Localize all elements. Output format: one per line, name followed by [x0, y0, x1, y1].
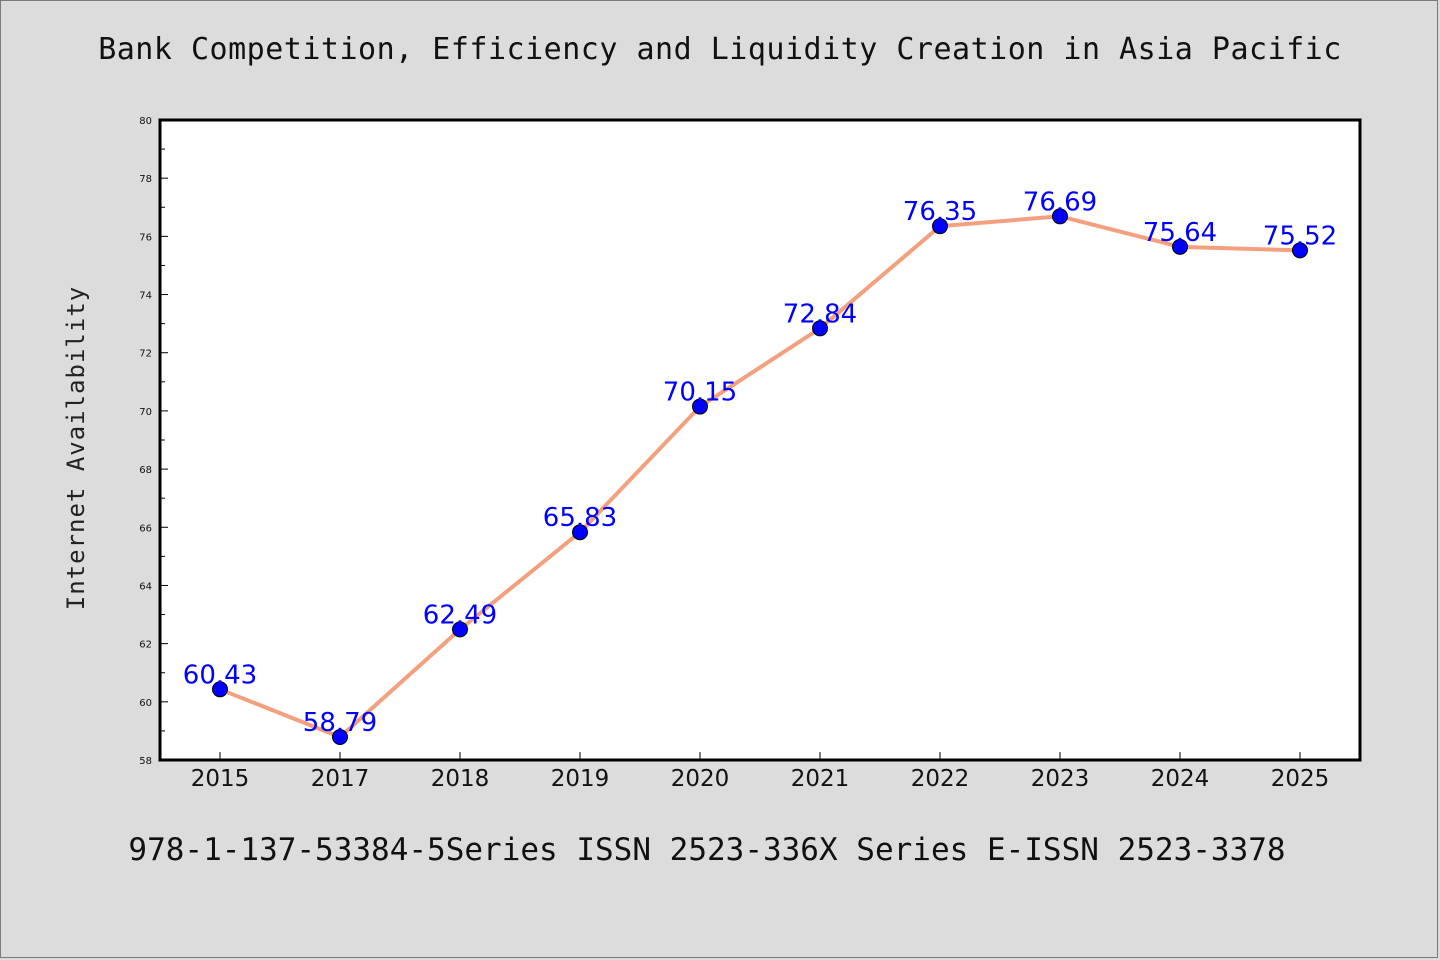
y-tick-label: 70 [139, 407, 152, 418]
y-tick-label: 60 [139, 698, 152, 709]
y-tick-label: 74 [139, 291, 152, 302]
series-line [218, 214, 1302, 740]
data-point [1172, 238, 1188, 255]
y-axis-title-group: Internet Availability [62, 286, 90, 610]
y-tick-label: 66 [139, 523, 152, 534]
y-tick-label: 64 [139, 581, 152, 592]
plot-border [158, 118, 1362, 762]
y-tick-label: 76 [139, 232, 152, 243]
data-point [932, 218, 948, 235]
data-label: 58.79 [303, 708, 377, 738]
data-label: 70.15 [663, 378, 737, 408]
x-tick-label: 2021 [791, 766, 850, 792]
data-point [212, 681, 228, 698]
x-tick-label: 2025 [1271, 766, 1330, 792]
y-tick-label: 78 [139, 174, 152, 185]
data-label: 76.69 [1023, 187, 1097, 217]
y-tick-label: 80 [139, 116, 152, 127]
x-tick-label: 2023 [1031, 766, 1090, 792]
x-axis-ticks: 2015 2017 2018 2019 2020 2021 2022 2023 2024 2025 [191, 752, 1330, 792]
data-label: 62.49 [423, 600, 497, 630]
data-label: 65.83 [543, 503, 617, 533]
data-label: 76.35 [903, 197, 977, 227]
x-tick-label: 2019 [551, 766, 610, 792]
data-point [1292, 242, 1308, 259]
data-labels: 60.43 58.79 62.49 65.83 70.15 72.84 76.35 76.69… [183, 187, 1337, 738]
data-label: 60.43 [183, 660, 257, 690]
y-axis-ticks: 58 60 62 64 66 68 70 72 74 76 78 80 [139, 116, 168, 767]
x-tick-label: 2022 [911, 766, 970, 792]
y-tick-label: 58 [139, 756, 152, 767]
data-points [212, 208, 1308, 746]
footer-isbn-issn: 978-1-137-53384-5Series ISSN 2523-336X S… [128, 832, 1286, 868]
y-tick-label: 72 [139, 349, 152, 360]
data-point [812, 320, 828, 337]
data-label: 75.64 [1143, 218, 1217, 248]
plot-area [160, 120, 1360, 760]
y-axis-title: Internet Availability [62, 286, 90, 610]
x-tick-label: 2024 [1151, 766, 1210, 792]
data-point [1052, 208, 1068, 225]
data-point [452, 621, 468, 638]
x-tick-label: 2020 [671, 766, 730, 792]
y-tick-label: 68 [139, 465, 152, 476]
x-tick-label: 2018 [431, 766, 490, 792]
chart-title: Bank Competition, Efficiency and Liquidi… [98, 32, 1342, 67]
data-label: 75.52 [1263, 221, 1337, 251]
x-tick-label: 2017 [311, 766, 370, 792]
data-point [332, 729, 348, 746]
x-tick-label: 2015 [191, 766, 250, 792]
y-tick-label: 62 [139, 640, 152, 651]
data-label: 72.84 [783, 299, 857, 329]
data-point [572, 524, 588, 541]
data-point [692, 398, 708, 415]
